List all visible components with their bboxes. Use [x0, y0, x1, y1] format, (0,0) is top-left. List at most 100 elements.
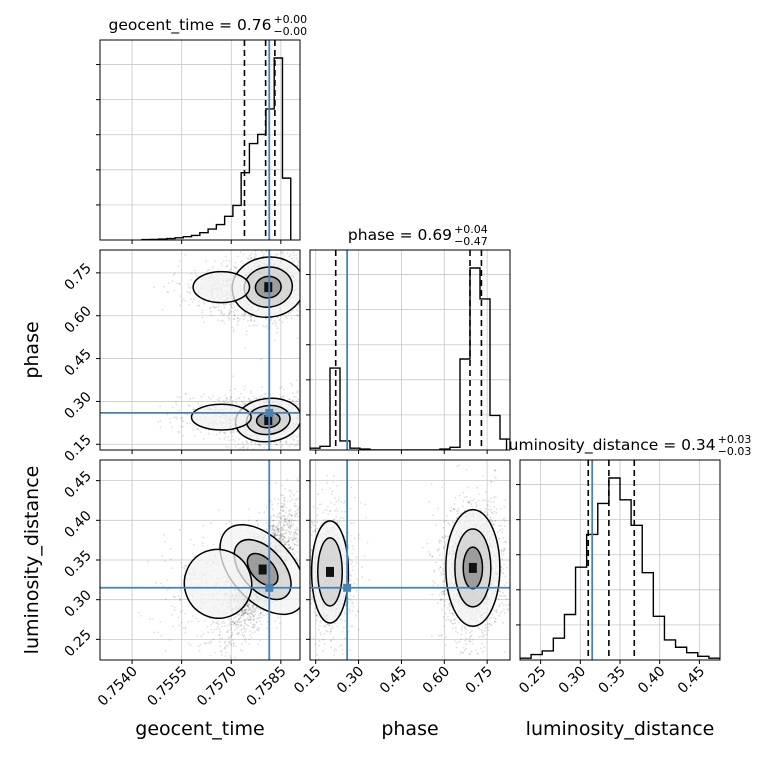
sample-point	[223, 625, 226, 627]
sample-point	[281, 395, 284, 398]
sample-point	[303, 540, 305, 542]
sample-point	[271, 526, 274, 529]
sample-point	[208, 429, 210, 432]
sample-point	[283, 518, 286, 521]
sample-point	[327, 407, 329, 409]
sample-point	[240, 260, 243, 263]
sample-point	[278, 512, 280, 514]
sample-point	[291, 435, 294, 438]
sample-point	[287, 515, 289, 518]
sample-point	[307, 282, 309, 284]
sample-point	[251, 623, 254, 626]
sample-point	[276, 531, 279, 533]
sample-point	[273, 320, 276, 323]
sample-point	[248, 619, 251, 621]
sample-point	[192, 408, 195, 411]
sample-point	[216, 622, 219, 625]
sample-point	[194, 434, 196, 437]
sample-point	[290, 317, 293, 320]
sample-point	[216, 398, 219, 401]
sample-point	[277, 530, 280, 533]
sample-point	[250, 441, 253, 444]
sample-point	[305, 403, 307, 405]
sample-point	[201, 311, 204, 314]
sample-point	[179, 599, 182, 602]
sample-point	[348, 276, 350, 278]
sample-point	[254, 234, 256, 236]
sample-point	[215, 306, 218, 308]
sample-point	[282, 523, 285, 526]
sample-point	[260, 394, 263, 397]
sample-point	[209, 642, 212, 645]
sample-point	[269, 319, 272, 322]
sample-point	[277, 514, 279, 517]
sample-point	[243, 612, 246, 615]
sample-point	[284, 316, 287, 318]
sample-point	[302, 405, 304, 407]
sample-point	[277, 502, 279, 505]
sample-point	[162, 585, 164, 587]
sample-point	[203, 620, 206, 622]
sample-point	[272, 528, 274, 531]
sample-point	[287, 540, 290, 543]
sample-point	[303, 294, 305, 296]
sample-point	[287, 546, 290, 549]
sample-point	[252, 619, 255, 622]
sample-point	[146, 560, 149, 563]
sample-point	[284, 487, 286, 490]
sample-point	[246, 604, 249, 607]
sample-point	[278, 530, 281, 533]
sample-point	[180, 425, 182, 428]
sample-point	[320, 411, 322, 413]
sample-point	[282, 510, 284, 513]
sample-point	[236, 430, 239, 433]
sample-point	[277, 527, 279, 530]
sample-point	[196, 635, 199, 638]
sample-point	[301, 533, 303, 535]
sample-point	[296, 561, 299, 563]
sample-point	[289, 500, 292, 502]
sample-point	[229, 310, 232, 313]
sample-point	[282, 494, 284, 497]
sample-point	[282, 388, 285, 391]
sample-point	[291, 515, 294, 518]
sample-point	[256, 626, 259, 629]
sample-point	[303, 399, 305, 401]
sample-point	[185, 565, 187, 567]
sample-point	[259, 444, 262, 447]
sample-point	[313, 270, 315, 272]
sample-point	[251, 324, 254, 327]
sample-point	[184, 393, 187, 395]
sample-point	[217, 319, 220, 322]
sample-point	[285, 506, 288, 509]
sample-point	[282, 509, 285, 511]
sample-point	[237, 632, 239, 634]
sample-point	[306, 299, 308, 301]
sample-point	[250, 316, 252, 319]
sample-point	[294, 519, 296, 522]
density-peak	[264, 282, 273, 293]
sample-point	[232, 620, 234, 623]
sample-point	[177, 265, 180, 268]
sample-point	[179, 598, 182, 600]
sample-point	[271, 503, 273, 506]
sample-point	[212, 543, 215, 546]
sample-point	[236, 255, 239, 258]
sample-point	[287, 540, 290, 543]
sample-point	[248, 607, 251, 610]
y-tick-label: 0.45	[61, 346, 94, 379]
sample-point	[256, 519, 258, 522]
sample-point	[291, 539, 294, 541]
sample-point	[230, 623, 233, 626]
sample-point	[178, 283, 181, 285]
sample-point	[288, 547, 291, 550]
sample-point	[316, 420, 318, 422]
sample-point	[258, 616, 261, 619]
sample-point	[187, 642, 190, 645]
sample-point	[228, 260, 231, 262]
sample-point	[305, 407, 307, 409]
sample-point	[216, 620, 219, 623]
sample-point	[290, 525, 292, 528]
sample-point	[276, 253, 279, 256]
sample-point	[195, 617, 197, 620]
